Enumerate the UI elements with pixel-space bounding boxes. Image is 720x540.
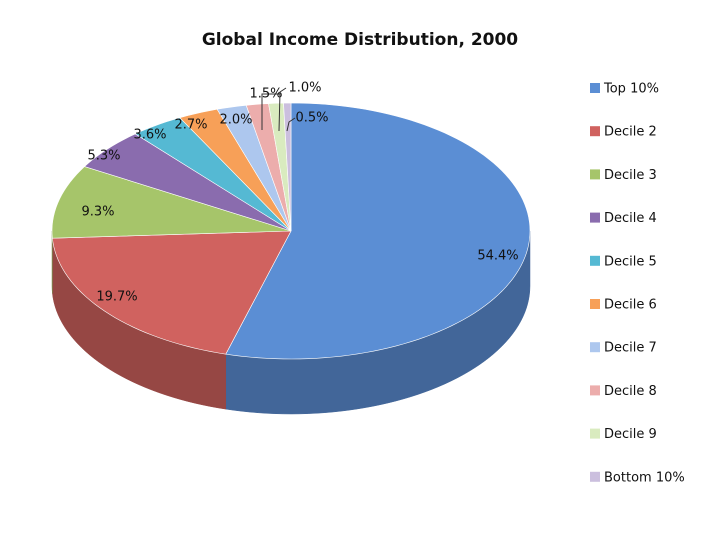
- data-label: 0.5%: [295, 111, 328, 126]
- data-label: 1.0%: [288, 81, 321, 96]
- slice: [52, 230, 292, 355]
- data-label: 3.6%: [133, 128, 166, 143]
- legend-swatch: [590, 385, 600, 396]
- legend-label: Decile 9: [604, 427, 657, 442]
- leader-line: [278, 87, 287, 132]
- data-label: 1.5%: [249, 87, 282, 102]
- slice: [83, 133, 292, 232]
- legend-swatch: [590, 126, 600, 137]
- data-label: 2.0%: [219, 113, 252, 128]
- legend-swatch: [590, 471, 600, 482]
- legend-label: Top 10%: [603, 82, 659, 97]
- slice: [225, 102, 531, 360]
- legend-swatch: [590, 83, 600, 93]
- legend-swatch: [590, 212, 600, 223]
- slice: [283, 102, 292, 232]
- data-label: 5.3%: [87, 149, 120, 164]
- legend-swatch: [590, 428, 600, 439]
- legend-swatch: [590, 169, 600, 180]
- legend-label: Decile 5: [604, 254, 657, 269]
- slice: [179, 108, 292, 232]
- legend-label: Decile 6: [604, 298, 657, 313]
- leader-line: [286, 117, 296, 132]
- data-label: 9.3%: [81, 205, 114, 220]
- data-label: 2.7%: [174, 118, 207, 133]
- legend-label: Decile 8: [604, 384, 657, 399]
- slice: [51, 166, 292, 239]
- slice: [134, 117, 292, 232]
- legend-label: Bottom 10%: [604, 470, 685, 485]
- leader-line: [261, 93, 280, 130]
- chart-title: Global Income Distribution, 2000: [202, 30, 518, 50]
- data-label: 54.4%: [477, 249, 518, 264]
- legend-label: Decile 2: [604, 125, 657, 140]
- legend-swatch: [590, 342, 600, 353]
- data-label: 19.7%: [96, 290, 137, 305]
- legend-swatch: [590, 299, 600, 309]
- legend-label: Decile 4: [604, 211, 657, 226]
- legend-label: Decile 3: [604, 168, 657, 183]
- legend-swatch: [590, 255, 600, 266]
- legend-label: Decile 7: [604, 341, 657, 356]
